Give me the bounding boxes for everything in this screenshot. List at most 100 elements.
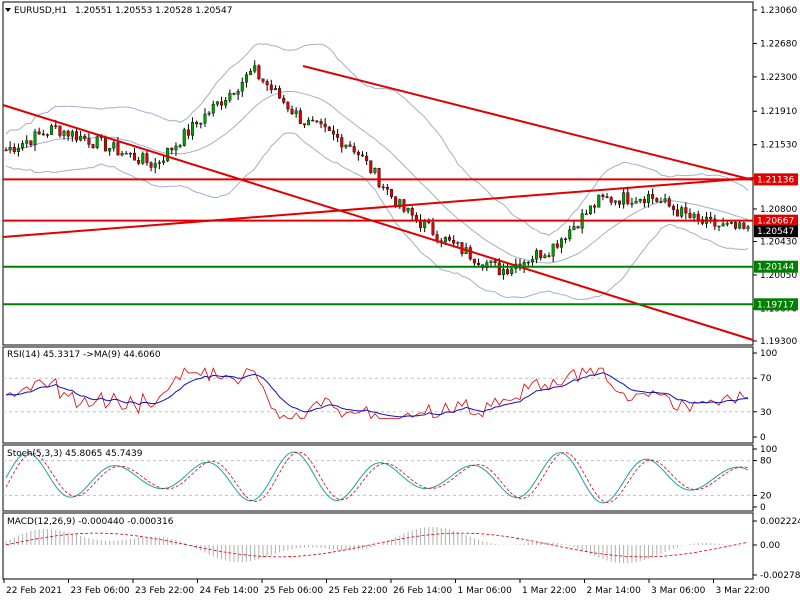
candle-body[interactable] [261, 78, 265, 82]
candle-body[interactable] [468, 247, 472, 260]
candle-body[interactable] [323, 123, 327, 128]
candle-body[interactable] [340, 137, 344, 148]
candle-body[interactable] [54, 125, 58, 127]
candle-body[interactable] [116, 142, 120, 156]
candle-body[interactable] [356, 151, 360, 156]
candle-body[interactable] [95, 136, 99, 148]
candle-body[interactable] [680, 207, 684, 217]
candle-body[interactable] [485, 262, 489, 268]
candle-body[interactable] [584, 213, 588, 215]
candle-body[interactable] [170, 147, 174, 151]
candle-body[interactable] [717, 225, 721, 228]
candle-body[interactable] [220, 101, 224, 106]
candle-body[interactable] [178, 145, 182, 147]
candle-body[interactable] [240, 82, 244, 92]
collapse-triangle-icon[interactable] [5, 8, 11, 12]
candle-body[interactable] [191, 121, 195, 136]
candle-body[interactable] [472, 258, 476, 264]
candle-body[interactable] [286, 102, 290, 110]
candle-body[interactable] [203, 113, 207, 124]
candle-body[interactable] [253, 65, 257, 72]
candle-body[interactable] [630, 203, 634, 205]
candle-body[interactable] [746, 226, 750, 229]
candle-body[interactable] [331, 130, 335, 135]
candle-body[interactable] [257, 65, 261, 80]
candle-body[interactable] [638, 199, 642, 202]
candle-body[interactable] [692, 213, 696, 218]
candle-body[interactable] [278, 88, 282, 99]
candle-body[interactable] [182, 129, 186, 146]
candle-body[interactable] [79, 135, 83, 141]
candle-body[interactable] [87, 138, 91, 145]
candle-body[interactable] [265, 81, 269, 86]
candle-body[interactable] [25, 140, 29, 144]
candle-body[interactable] [601, 194, 605, 197]
candle-body[interactable] [597, 194, 601, 208]
candle-body[interactable] [385, 187, 389, 190]
candle-body[interactable] [21, 143, 25, 149]
candle-body[interactable] [8, 147, 12, 151]
candle-body[interactable] [50, 125, 54, 135]
candle-body[interactable] [62, 130, 66, 136]
candle-body[interactable] [74, 131, 78, 141]
candle-body[interactable] [406, 208, 410, 212]
candle-body[interactable] [124, 152, 128, 155]
trend-channel-lines[interactable] [2, 65, 754, 341]
candle-body[interactable] [162, 160, 166, 163]
candle-body[interactable] [195, 121, 199, 125]
candle-body[interactable] [667, 198, 671, 207]
candle-body[interactable] [128, 152, 132, 155]
candle-body[interactable] [70, 131, 74, 137]
candle-body[interactable] [564, 238, 568, 241]
candle-body[interactable] [153, 163, 157, 168]
candle-body[interactable] [12, 147, 16, 152]
candle-body[interactable] [398, 199, 402, 208]
candle-body[interactable] [133, 152, 137, 161]
candle-body[interactable] [535, 250, 539, 260]
candle-body[interactable] [659, 201, 663, 203]
candle-body[interactable] [729, 222, 733, 224]
candle-body[interactable] [452, 239, 456, 244]
candle-body[interactable] [456, 242, 460, 244]
candle-body[interactable] [410, 208, 414, 216]
candle-body[interactable] [738, 222, 742, 229]
candle-body[interactable] [311, 119, 315, 122]
candle-body[interactable] [45, 134, 49, 136]
candle-body[interactable] [319, 121, 323, 125]
candle-body[interactable] [166, 147, 170, 162]
candle-body[interactable] [572, 226, 576, 230]
candle-body[interactable] [617, 200, 621, 205]
candle-body[interactable] [91, 144, 95, 148]
candle-body[interactable] [174, 145, 178, 151]
candle-body[interactable] [609, 197, 613, 203]
candle-body[interactable] [269, 84, 273, 91]
candle-body[interactable] [33, 131, 37, 146]
candle-body[interactable] [506, 269, 510, 275]
candle-body[interactable] [228, 92, 232, 101]
candle-body[interactable] [622, 192, 626, 205]
candle-body[interactable] [559, 238, 563, 248]
candle-body[interactable] [634, 201, 638, 204]
candle-body[interactable] [721, 223, 725, 227]
candle-body[interactable] [199, 123, 203, 125]
candle-body[interactable] [145, 153, 149, 163]
candle-body[interactable] [510, 268, 514, 275]
candle-body[interactable] [713, 218, 717, 227]
candle-body[interactable] [373, 167, 377, 173]
candle-body[interactable] [448, 236, 452, 241]
candle-body[interactable] [489, 260, 493, 263]
candle-body[interactable] [671, 205, 675, 211]
candle-body[interactable] [83, 135, 87, 139]
candle-body[interactable] [66, 130, 70, 137]
candle-body[interactable] [29, 140, 33, 146]
candle-body[interactable] [377, 167, 381, 188]
candle-body[interactable] [530, 259, 534, 263]
candle-body[interactable] [414, 214, 418, 221]
candle-body[interactable] [501, 269, 505, 276]
candle-body[interactable] [663, 198, 667, 202]
candle-body[interactable] [605, 196, 609, 198]
candle-body[interactable] [360, 154, 364, 157]
candle-body[interactable] [443, 236, 447, 243]
candle-body[interactable] [348, 144, 352, 147]
